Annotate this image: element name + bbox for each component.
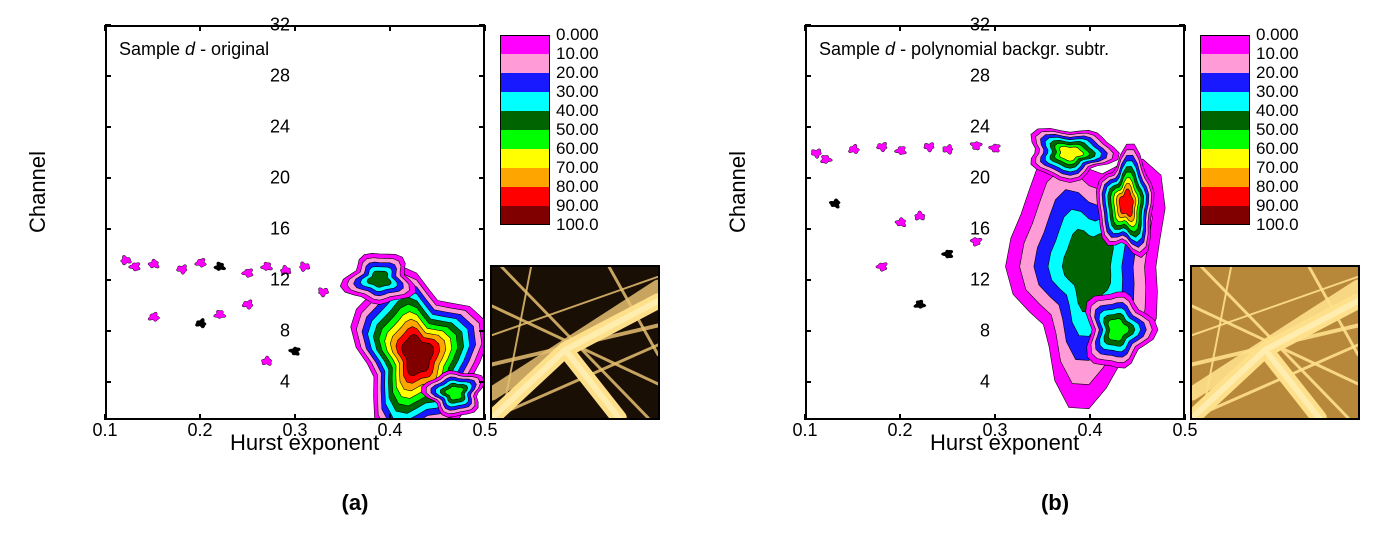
legend-label: 100.0 (1256, 215, 1299, 235)
xtick-label: 0.3 (282, 420, 307, 441)
panel-b-title: Sample d - polynomial backgr. subtr. (819, 39, 1109, 60)
colorbar-a: 0.00010.0020.0030.0040.0050.0060.0070.00… (500, 35, 640, 244)
inset-image-b (1190, 265, 1360, 420)
ytick-label: 12 (240, 269, 290, 290)
legend-label: 30.00 (556, 82, 599, 102)
ytick-label: 12 (940, 269, 990, 290)
legend-swatch (500, 130, 550, 149)
legend-swatch (500, 54, 550, 73)
ytick-label: 8 (240, 320, 290, 341)
legend-swatch (1200, 92, 1250, 111)
legend-label: 0.000 (1256, 25, 1299, 45)
ytick-label: 16 (940, 218, 990, 239)
ytick-label: 8 (940, 320, 990, 341)
legend-swatch (1200, 206, 1250, 225)
ytick-label: 32 (940, 15, 990, 36)
ytick-label: 16 (240, 218, 290, 239)
ytick-label: 20 (940, 167, 990, 188)
xtick-label: 0.3 (982, 420, 1007, 441)
legend-label: 10.00 (1256, 44, 1299, 64)
ytick-label: 28 (240, 65, 290, 86)
legend-label: 10.00 (556, 44, 599, 64)
legend-label: 90.00 (1256, 196, 1299, 216)
y-axis-label-b: Channel (725, 151, 751, 233)
legend-label: 50.00 (556, 120, 599, 140)
legend-label: 20.00 (556, 63, 599, 83)
subcaption-b: (b) (1041, 490, 1069, 516)
legend-swatch (500, 149, 550, 168)
ytick-label: 24 (240, 116, 290, 137)
xtick-label: 0.4 (1077, 420, 1102, 441)
legend-label: 70.00 (1256, 158, 1299, 178)
legend-swatch (1200, 54, 1250, 73)
legend-label: 30.00 (1256, 82, 1299, 102)
legend-swatch (1200, 149, 1250, 168)
legend-swatch (1200, 73, 1250, 92)
legend-label: 70.00 (556, 158, 599, 178)
legend-label: 90.00 (556, 196, 599, 216)
ytick-label: 20 (240, 167, 290, 188)
y-axis-label-a: Channel (25, 151, 51, 233)
legend-label: 50.00 (1256, 120, 1299, 140)
xtick-label: 0.4 (377, 420, 402, 441)
legend-label: 40.00 (556, 101, 599, 121)
legend-swatch (500, 206, 550, 225)
ytick-label: 24 (940, 116, 990, 137)
legend-swatch (500, 168, 550, 187)
contour-plot-b (807, 27, 1183, 418)
legend-swatch (1200, 111, 1250, 130)
xtick-label: 0.5 (472, 420, 497, 441)
xtick-label: 0.2 (187, 420, 212, 441)
legend-swatch (500, 73, 550, 92)
legend-swatch (1200, 187, 1250, 206)
xtick-label: 0.1 (792, 420, 817, 441)
subcaption-a: (a) (342, 490, 369, 516)
legend-row: 100.0 (500, 225, 640, 244)
panel-a-title: Sample d - original (119, 39, 269, 60)
legend-label: 60.00 (1256, 139, 1299, 159)
ytick-label: 4 (940, 371, 990, 392)
legend-label: 80.00 (1256, 177, 1299, 197)
legend-label: 100.0 (556, 215, 599, 235)
legend-swatch (500, 35, 550, 54)
legend-label: 0.000 (556, 25, 599, 45)
colorbar-b: 0.00010.0020.0030.0040.0050.0060.0070.00… (1200, 35, 1340, 244)
legend-label: 20.00 (1256, 63, 1299, 83)
plot-area-b: Sample d - polynomial backgr. subtr. (805, 25, 1185, 420)
legend-swatch (1200, 168, 1250, 187)
legend-swatch (500, 111, 550, 130)
plot-area-a: Sample d - original (105, 25, 485, 420)
panel-b: Sample d - polynomial backgr. subtr. Cha… (730, 20, 1380, 480)
ytick-label: 32 (240, 15, 290, 36)
legend-label: 80.00 (556, 177, 599, 197)
legend-label: 60.00 (556, 139, 599, 159)
ytick-label: 28 (940, 65, 990, 86)
panel-a: Sample d - original Channel Hurst expone… (30, 20, 680, 480)
legend-swatch (1200, 130, 1250, 149)
inset-image-a (490, 265, 660, 420)
contour-plot-a (107, 27, 483, 418)
legend-row: 100.0 (1200, 225, 1340, 244)
xtick-label: 0.2 (887, 420, 912, 441)
legend-swatch (500, 187, 550, 206)
legend-swatch (500, 92, 550, 111)
legend-swatch (1200, 35, 1250, 54)
ytick-label: 4 (240, 371, 290, 392)
xtick-label: 0.1 (92, 420, 117, 441)
xtick-label: 0.5 (1172, 420, 1197, 441)
legend-label: 40.00 (1256, 101, 1299, 121)
